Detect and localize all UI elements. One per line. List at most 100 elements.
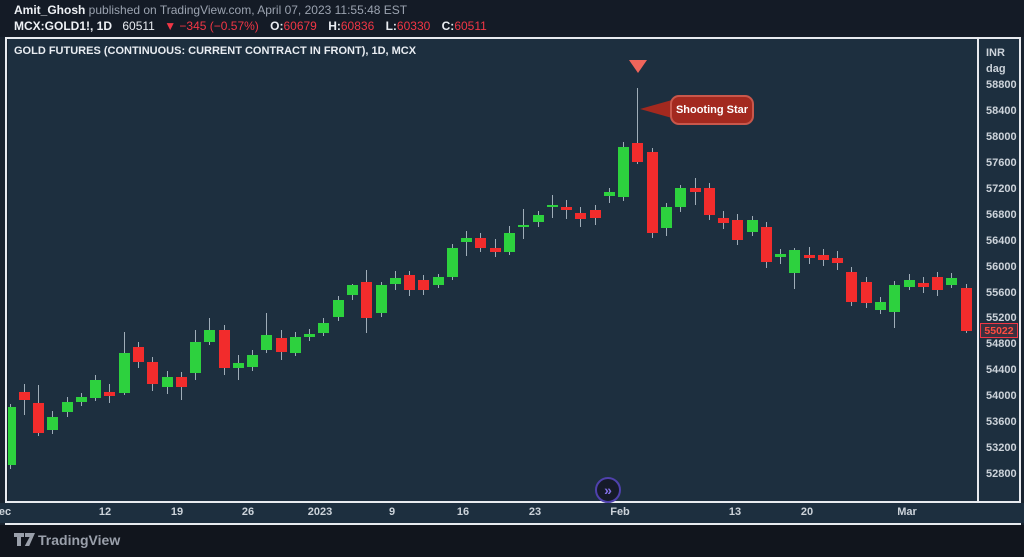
- candle-body: [518, 224, 530, 228]
- candle-body: [775, 254, 787, 257]
- candle-body: [47, 416, 59, 430]
- price-tick-label: 53200: [986, 442, 1017, 455]
- candle-body: [603, 192, 615, 196]
- candle-body: [161, 377, 173, 387]
- price-tick-label: 57200: [986, 182, 1017, 195]
- candle-body: [218, 329, 230, 369]
- price-tick-label: 53600: [986, 416, 1017, 429]
- candle-body: [960, 288, 972, 331]
- candle-body: [746, 219, 758, 232]
- candle-body: [732, 219, 744, 240]
- time-tick-label: 16: [456, 506, 470, 518]
- candle-body: [261, 335, 273, 350]
- time-tick-label: 12: [98, 506, 112, 518]
- candle-body: [347, 285, 358, 295]
- price-tick-label: 55200: [986, 312, 1017, 325]
- candle-body: [204, 329, 216, 343]
- candle-wick: [637, 88, 639, 165]
- time-axis[interactable]: ec 12 19 26 2023 9 16 23 Feb 13 20 Mar: [0, 503, 1024, 523]
- price-axis[interactable]: INR dag 58800 58400 58000 57600 57200 56800 56…: [979, 39, 1019, 501]
- candle-body: [33, 403, 44, 433]
- candle-body: [532, 215, 544, 222]
- candle-body: [8, 406, 16, 465]
- price-tick-label: 57600: [986, 156, 1017, 169]
- high-label: H:: [328, 19, 341, 33]
- candle-body: [375, 285, 387, 313]
- last-price-axis-label: 55022: [980, 323, 1018, 339]
- callout-label: Shooting Star: [675, 104, 749, 116]
- candle-body: [289, 336, 301, 353]
- candle-body: [247, 355, 259, 367]
- candle-body: [875, 302, 886, 310]
- open-label: O:: [270, 19, 284, 33]
- scroll-to-recent-button[interactable]: »: [595, 477, 621, 503]
- candle-body: [889, 285, 901, 312]
- publish-info: Amit_Ghosh published on TradingView.com,…: [14, 3, 407, 17]
- candle-body: [404, 274, 416, 290]
- candle-body: [546, 205, 558, 208]
- high-value: 60836: [340, 19, 375, 33]
- candle-body: [132, 347, 144, 362]
- candle-body: [675, 188, 687, 207]
- candle-body: [147, 362, 159, 385]
- frame-right-border: [1019, 37, 1021, 525]
- price-tick-label: 58800: [986, 79, 1017, 91]
- frame-top-border: [5, 37, 1021, 39]
- candle-body: [232, 362, 244, 368]
- tradingview-brand-text[interactable]: TradingView: [38, 532, 121, 548]
- chart-header: Amit_Ghosh published on TradingView.com,…: [0, 0, 1024, 37]
- candle-body: [860, 282, 872, 303]
- low-value: 60330: [396, 19, 431, 33]
- price-tick-label: 54000: [986, 390, 1017, 403]
- candle-body: [689, 188, 701, 192]
- candle-body: [332, 300, 344, 317]
- symbol-row: MCX:GOLD1!, 1D 60511 ▼ −345 (−0.57%) O:6…: [14, 19, 487, 33]
- candle-body: [917, 283, 929, 287]
- shooting-star-callout[interactable]: Shooting Star: [670, 95, 754, 125]
- time-tick-label: 13: [728, 506, 742, 518]
- low-label: L:: [385, 19, 397, 33]
- time-tick-label: 23: [528, 506, 542, 518]
- time-tick-label: Mar: [897, 506, 917, 518]
- candle-wick: [523, 209, 525, 239]
- candle-body: [646, 152, 658, 233]
- chart-plot-area[interactable]: GOLD FUTURES (CONTINUOUS: CURRENT CONTRA…: [8, 39, 977, 501]
- interval-label: dag: [986, 63, 1006, 75]
- candle-wick: [466, 231, 468, 256]
- price-tick-label: 56400: [986, 234, 1017, 247]
- triangle-down-marker-icon[interactable]: [629, 60, 647, 73]
- tradingview-logo-icon[interactable]: [14, 533, 36, 548]
- time-tick-label: Feb: [610, 506, 630, 518]
- candle-body: [389, 277, 401, 285]
- candle-wick: [266, 312, 268, 354]
- price-tick-label: 55600: [986, 286, 1017, 299]
- footer-bar: TradingView: [0, 525, 1024, 557]
- candle-body: [561, 206, 572, 210]
- time-tick-label: 26: [241, 506, 255, 518]
- publish-text: published on TradingView.com, April 07, …: [85, 3, 408, 17]
- candle-body: [932, 276, 943, 290]
- callout-tail: [640, 100, 672, 118]
- candle-body: [175, 377, 187, 387]
- candle-body: [90, 380, 102, 398]
- currency-label: INR: [986, 47, 1005, 59]
- time-tick-label: 20: [800, 506, 814, 518]
- frame-left-border: [5, 37, 7, 525]
- candle-body: [461, 238, 473, 242]
- time-tick-label: 2023: [307, 506, 333, 518]
- price-tick-label: 56000: [986, 260, 1017, 273]
- close-value: 60511: [454, 19, 487, 33]
- candle-body: [832, 257, 844, 263]
- double-chevron-right-icon: »: [604, 482, 612, 498]
- last-price: 60511: [122, 19, 155, 33]
- price-tick-label: 56800: [986, 208, 1017, 221]
- candle-body: [318, 323, 330, 333]
- close-label: C:: [441, 19, 455, 33]
- candle-body: [432, 276, 444, 285]
- chart-title: GOLD FUTURES (CONTINUOUS: CURRENT CONTRA…: [14, 45, 417, 57]
- author-name: Amit_Ghosh: [14, 3, 86, 17]
- time-tick-label: 9: [388, 506, 396, 518]
- candle-body: [618, 146, 630, 197]
- price-tick-label: 52800: [986, 468, 1017, 480]
- time-tick-label: 19: [170, 506, 184, 518]
